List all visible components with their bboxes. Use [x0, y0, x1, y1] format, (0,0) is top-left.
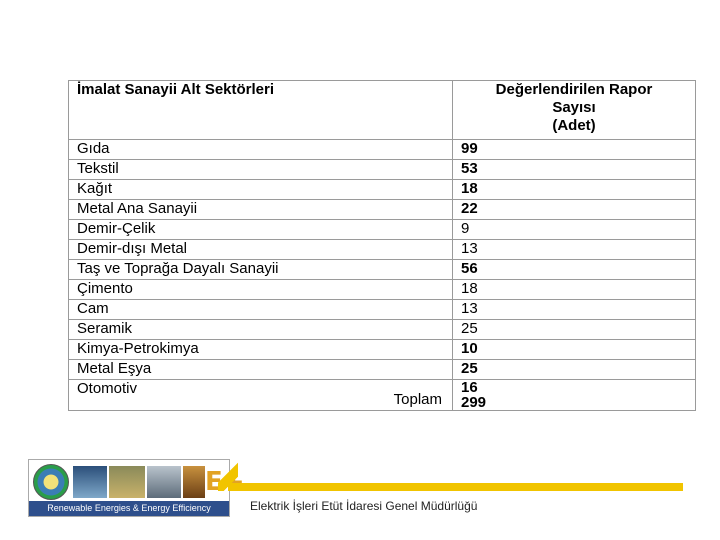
sector-report-table: İmalat Sanayii Alt Sektörleri Değerlendi…: [68, 80, 696, 411]
report-count: 22: [452, 199, 696, 220]
report-count: 56: [452, 259, 696, 280]
last-value-cell: 16 299: [452, 379, 696, 411]
table-row: Seramik 25: [68, 319, 696, 340]
sector-label: Metal Eşya: [68, 359, 453, 380]
sector-label: Kağıt: [68, 179, 453, 200]
lamp-image: [183, 466, 205, 498]
subsector-label: Demir-dışı Metal: [68, 239, 453, 260]
report-count: 13: [452, 239, 696, 260]
table-row-total: Otomotiv Toplam 16 299: [68, 379, 696, 411]
sector-label: Gıda: [68, 139, 453, 160]
table-row: Metal Ana Sanayii 22: [68, 199, 696, 220]
table-row: Kağıt 18: [68, 179, 696, 200]
total-label: Toplam: [393, 391, 442, 408]
table-row: Tekstil 53: [68, 159, 696, 180]
header-line: Değerlendirilen Rapor: [495, 81, 653, 98]
total-value: 299: [461, 394, 487, 411]
report-count: 9: [452, 219, 696, 240]
sector-label: Tekstil: [68, 159, 453, 180]
sector-label: Metal Ana Sanayii: [68, 199, 453, 220]
accent-bar: [228, 483, 683, 491]
organization-name: Elektrik İşleri Etüt İdaresi Genel Müdür…: [250, 499, 478, 513]
subsector-label: Cam: [68, 299, 453, 320]
banner-text: Renewable Energies & Energy Efficiency: [29, 501, 229, 516]
subsector-label: Demir-Çelik: [68, 219, 453, 240]
subsector-label: Seramik: [68, 319, 453, 340]
sector-label: Kimya-Petrokimya: [68, 339, 453, 360]
wind-turbine-image: [147, 466, 181, 498]
slide-footer: E+ Renewable Energies & Energy Efficienc…: [0, 455, 720, 540]
header-report-count: Değerlendirilen Rapor Sayısı (Adet): [452, 80, 696, 140]
table-row: Demir-dışı Metal 13: [68, 239, 696, 260]
table-row: Çimento 18: [68, 279, 696, 300]
report-count: 10: [452, 339, 696, 360]
table-row: Taş ve Toprağa Dayalı Sanayii 56: [68, 259, 696, 280]
report-count: 25: [452, 359, 696, 380]
subsector-label: Çimento: [68, 279, 453, 300]
table-row: Gıda 99: [68, 139, 696, 160]
sector-label: Taş ve Toprağa Dayalı Sanayii: [68, 259, 453, 280]
report-count: 99: [452, 139, 696, 160]
table-header-row: İmalat Sanayii Alt Sektörleri Değerlendi…: [68, 80, 696, 140]
header-line: Sayısı: [552, 99, 596, 116]
table-row: Metal Eşya 25: [68, 359, 696, 380]
logo-strip: E+ Renewable Energies & Energy Efficienc…: [28, 459, 245, 517]
report-count: 13: [452, 299, 696, 320]
table-row: Kimya-Petrokimya 10: [68, 339, 696, 360]
table-row: Demir-Çelik 9: [68, 219, 696, 240]
table-row: Cam 13: [68, 299, 696, 320]
header-line: (Adet): [552, 117, 596, 134]
report-count: 16: [461, 379, 478, 396]
solar-panel-image: [73, 466, 107, 498]
header-sector: İmalat Sanayii Alt Sektörleri: [68, 80, 453, 140]
last-label-cell: Otomotiv Toplam: [68, 379, 453, 411]
seal-icon: [33, 464, 69, 500]
report-count: 18: [452, 179, 696, 200]
report-count: 25: [452, 319, 696, 340]
energy-photo-image: [109, 466, 145, 498]
report-count: 53: [452, 159, 696, 180]
sector-label: Otomotiv: [77, 380, 138, 397]
report-count: 18: [452, 279, 696, 300]
